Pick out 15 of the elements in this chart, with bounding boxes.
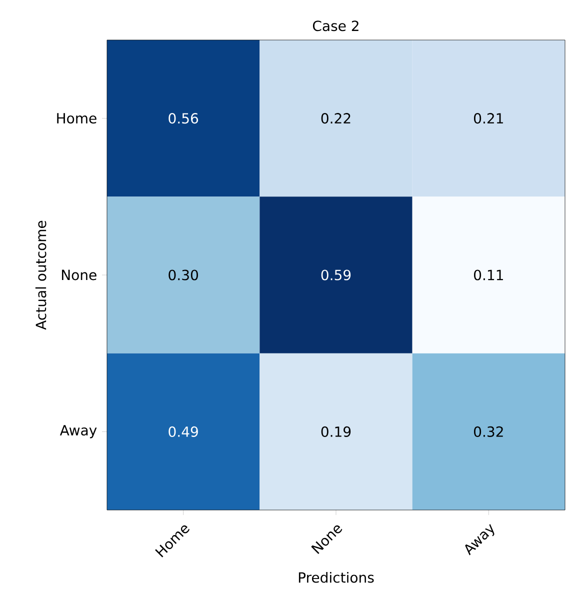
- y-tick-label: Away: [60, 425, 97, 438]
- data-label: 0.49: [168, 426, 198, 437]
- data-label: 0.19: [321, 426, 351, 437]
- data-label: 0.11: [474, 270, 503, 280]
- x-axis-title: Predictions: [298, 572, 374, 583]
- data-label: 0.32: [474, 426, 503, 437]
- data-label: 0.21: [474, 113, 503, 124]
- y-axis-title: Actual outcome: [35, 220, 46, 330]
- chart-title: Case 2: [312, 20, 358, 32]
- data-label: 0.22: [321, 113, 350, 124]
- data-label: 0.56: [168, 113, 198, 124]
- y-tick-label: Home: [57, 113, 96, 124]
- data-label: 0.59: [321, 270, 351, 280]
- y-tick-label: None: [62, 270, 96, 280]
- data-label: 0.30: [168, 270, 198, 280]
